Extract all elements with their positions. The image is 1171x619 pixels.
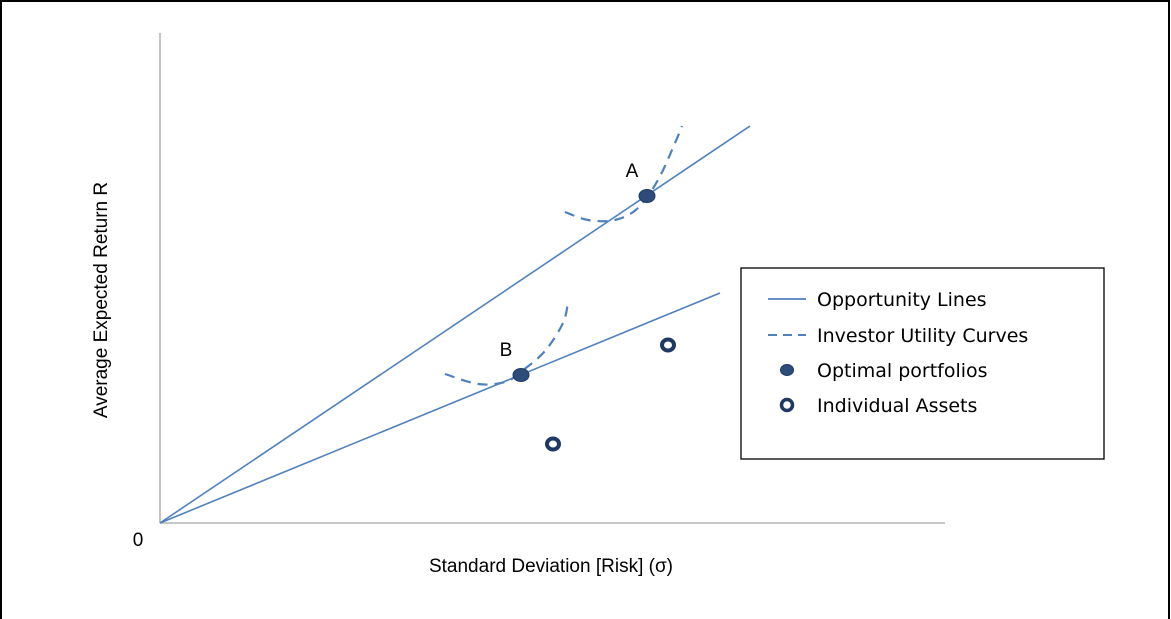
point-label-b: B [500,340,513,361]
plot-area: AB [159,33,945,524]
utility-curve-1 [564,125,684,223]
origin-label: 0 [133,530,144,551]
point-label-a: A [626,161,639,182]
y-axis-label: Average Expected Return R [91,182,112,418]
legend-key-optimal-portfolios [780,364,794,376]
legend-label-opportunity-lines: Opportunity Lines [817,289,987,311]
utility-curve-2 [444,301,570,386]
legend-label-optimal-portfolios: Optimal portfolios [817,360,988,382]
legend-label-individual-assets: Individual Assets [817,395,977,417]
legend-key-individual-assets [779,397,795,413]
x-axis-label: Standard Deviation [Risk] (σ) [429,556,673,577]
optimal-portfolio-a [638,189,656,203]
individual-asset-1 [545,436,561,452]
legend-label-utility-curves: Investor Utility Curves [817,325,1028,347]
opportunity-line-2 [159,292,721,524]
legend: Opportunity Lines Investor Utility Curve… [740,267,1105,460]
individual-asset-2 [660,337,676,353]
optimal-portfolio-b [512,368,530,382]
